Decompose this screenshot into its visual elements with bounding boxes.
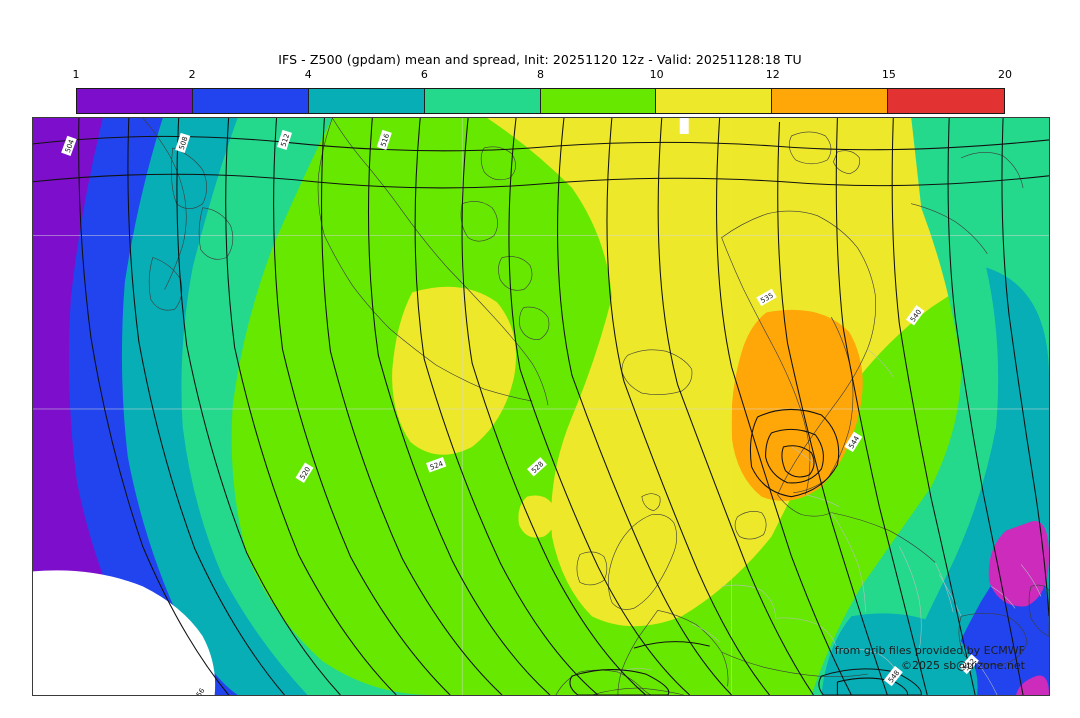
colorbar-tick-1: 1 xyxy=(72,68,80,81)
svg-text:508: 508 xyxy=(178,136,190,151)
colorbar-band-1-2 xyxy=(77,89,193,113)
colorbar-band-2-4 xyxy=(192,89,309,113)
coastlines xyxy=(142,118,1049,695)
colorbar-tick-8: 8 xyxy=(537,68,544,81)
map-svg: 504 508 512 516 xyxy=(33,118,1049,695)
colorbar-band-15-20 xyxy=(888,89,1004,113)
colorbar-band-4-6 xyxy=(308,89,425,113)
colorbar-bands xyxy=(76,88,1005,114)
colorbar: 1 2 4 6 8 10 12 15 20 xyxy=(73,68,1012,114)
colorbar-tick-4: 4 xyxy=(304,68,312,81)
colorbar-band-10-12 xyxy=(656,89,773,113)
spread-filled-contours xyxy=(33,118,1049,695)
colorbar-tick-6: 6 xyxy=(420,68,428,81)
chart-title: IFS - Z500 (gpdam) mean and spread, Init… xyxy=(278,52,802,67)
colorbar-tick-15: 15 xyxy=(881,68,896,81)
colorbar-band-6-8 xyxy=(424,89,541,113)
map-panel[interactable]: 504 508 512 516 xyxy=(32,117,1050,696)
colorbar-tick-12: 12 xyxy=(765,68,780,81)
svg-text:512: 512 xyxy=(280,133,292,148)
colorbar-tick-20: 20 xyxy=(998,68,1012,81)
colorbar-band-8-10 xyxy=(540,89,657,113)
colorbar-tick-labels: 1 2 4 6 8 10 12 15 20 xyxy=(72,68,1013,86)
svg-text:556: 556 xyxy=(192,687,206,695)
svg-text:516: 516 xyxy=(379,133,391,148)
graticule xyxy=(33,118,1049,695)
colorbar-tick-2: 2 xyxy=(188,68,196,81)
mean-height-contours xyxy=(33,118,1049,695)
colorbar-tick-10: 10 xyxy=(649,68,664,81)
colorbar-band-12-15 xyxy=(772,89,889,113)
